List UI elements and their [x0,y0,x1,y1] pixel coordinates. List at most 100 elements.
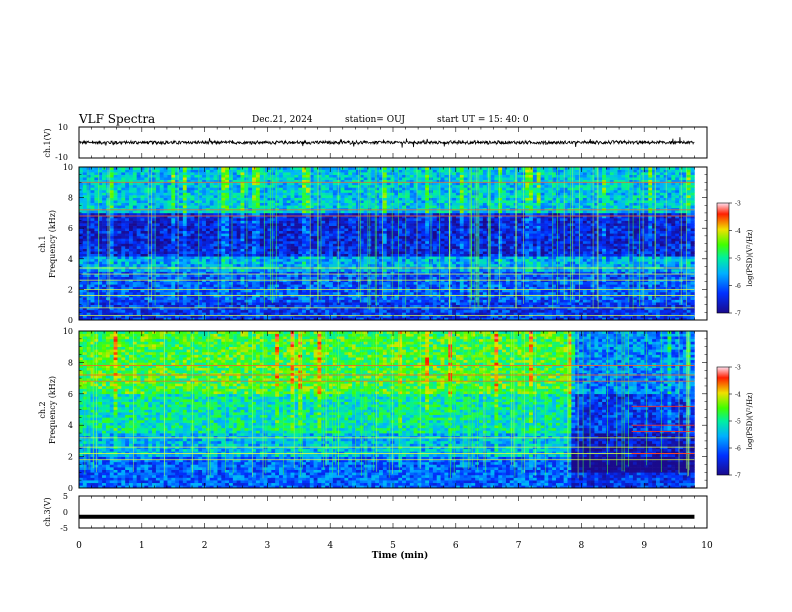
spectrogram-cell [232,225,238,229]
spectrogram-cell [382,281,388,285]
spectrogram-cell [109,207,114,211]
spectrogram-cell [132,169,137,173]
spectrogram-cell [125,314,130,318]
spectrogram-cell [198,256,203,260]
spectrogram-cell [309,253,314,257]
spectrogram-cell [298,218,303,221]
spectrogram-cell [313,276,318,280]
spectrogram-cell [309,307,314,311]
spectrogram-cell [317,281,322,285]
spectrogram-cell [309,197,314,201]
spectrogram-cell [379,281,384,285]
spectrogram-cell [129,253,134,257]
spectrogram-cell [371,172,376,175]
spectrogram-cell [125,317,130,321]
spectrogram-cell [305,187,311,191]
spectrogram-cell [313,309,318,313]
spectrogram-cell [340,276,345,280]
spectrogram-cell [313,299,318,303]
spectrogram-cell [344,228,349,232]
spectrogram-cell [152,174,157,178]
spectrogram-cell [152,269,157,272]
spectrogram-cell [340,251,345,254]
spectrogram-cell [175,304,180,308]
spectrogram-cell [155,304,161,308]
spectrogram-cell [309,238,314,242]
spectrogram-cell [290,179,295,183]
spectrogram-cell [305,202,311,206]
spectrogram-cell [275,235,280,239]
spectrogram-cell [302,202,307,206]
spectrogram-cell [371,177,376,181]
spectrogram-cell [248,235,253,239]
spectrogram-cell [244,230,249,234]
spectrogram-cell [282,182,288,186]
spectrogram-cell [82,271,87,275]
spectrogram-cell [302,187,307,191]
spectrogram-cell [155,225,161,229]
spectrogram-cell [190,251,195,254]
spectrogram-cell [159,200,164,203]
spectrogram-cell [167,200,172,203]
spectrogram-cell [236,309,241,313]
spectrogram-cell [336,246,341,249]
spectrogram-cell [79,210,84,214]
spectrogram-cell [182,189,188,193]
spectrogram-cell [248,169,253,173]
spectrogram-cell [394,291,399,295]
spectrogram-cell [194,256,199,260]
spectrogram-cell [379,184,384,188]
spectrogram-cell [102,246,107,249]
spectrogram-cell [344,220,349,224]
spectrogram-cell [229,246,234,249]
spectrogram-cell [244,281,249,285]
spectrogram-cell [363,210,368,214]
spectrogram-cell [325,172,330,175]
spectrogram-cell [286,261,291,265]
spectrogram-cell [175,243,180,247]
spectrogram-cell [390,253,395,257]
spectrogram-cell [255,172,261,175]
spectrogram-cell [209,291,214,295]
spectrogram-cell [90,172,95,175]
spectrogram-cell [125,218,130,221]
spectrogram-cell [259,281,264,285]
spectrogram-cell [94,228,99,232]
spectrogram-cell [382,182,388,186]
spectrogram-cell [336,215,341,219]
spectrogram-cell [248,263,253,267]
spectrogram-cell [109,189,114,193]
spectrogram-cell [340,210,345,214]
spectrogram-cell [298,187,303,191]
spectrogram-cell [386,195,391,198]
spectrogram-cell [129,307,134,311]
spectrogram-cell [379,207,384,211]
spectrogram-cell [294,256,299,260]
spectrogram-cell [321,225,326,229]
spectrogram-cell [217,246,222,249]
spectrogram-cell [302,240,307,244]
spectrogram-cell [182,195,188,198]
spectrogram-cell [317,276,322,280]
spectrogram-cell [209,258,214,262]
spectrogram-cell [186,197,191,201]
spectrogram-cell [305,281,311,285]
spectrogram-cell [148,317,153,321]
spectrogram-cell [221,243,226,247]
spectrogram-cell [129,177,134,181]
spectrogram-cell [317,258,322,262]
spectrogram-cell [371,291,376,295]
spectrogram-cell [271,179,276,183]
spectrogram-cell [159,238,164,242]
spectrogram-cell [263,309,268,313]
spectrogram-cell [109,261,114,265]
spectrogram-cell [121,233,126,237]
spectrogram-cell [98,174,103,178]
spectrogram-cell [371,314,376,318]
spectrogram-cell [240,228,245,232]
spectrogram-cell [348,246,353,249]
spectrogram-cell [240,251,245,254]
spectrogram-cell [244,307,249,311]
spectrogram-cell [313,261,318,265]
spectrogram-cell [90,177,95,181]
